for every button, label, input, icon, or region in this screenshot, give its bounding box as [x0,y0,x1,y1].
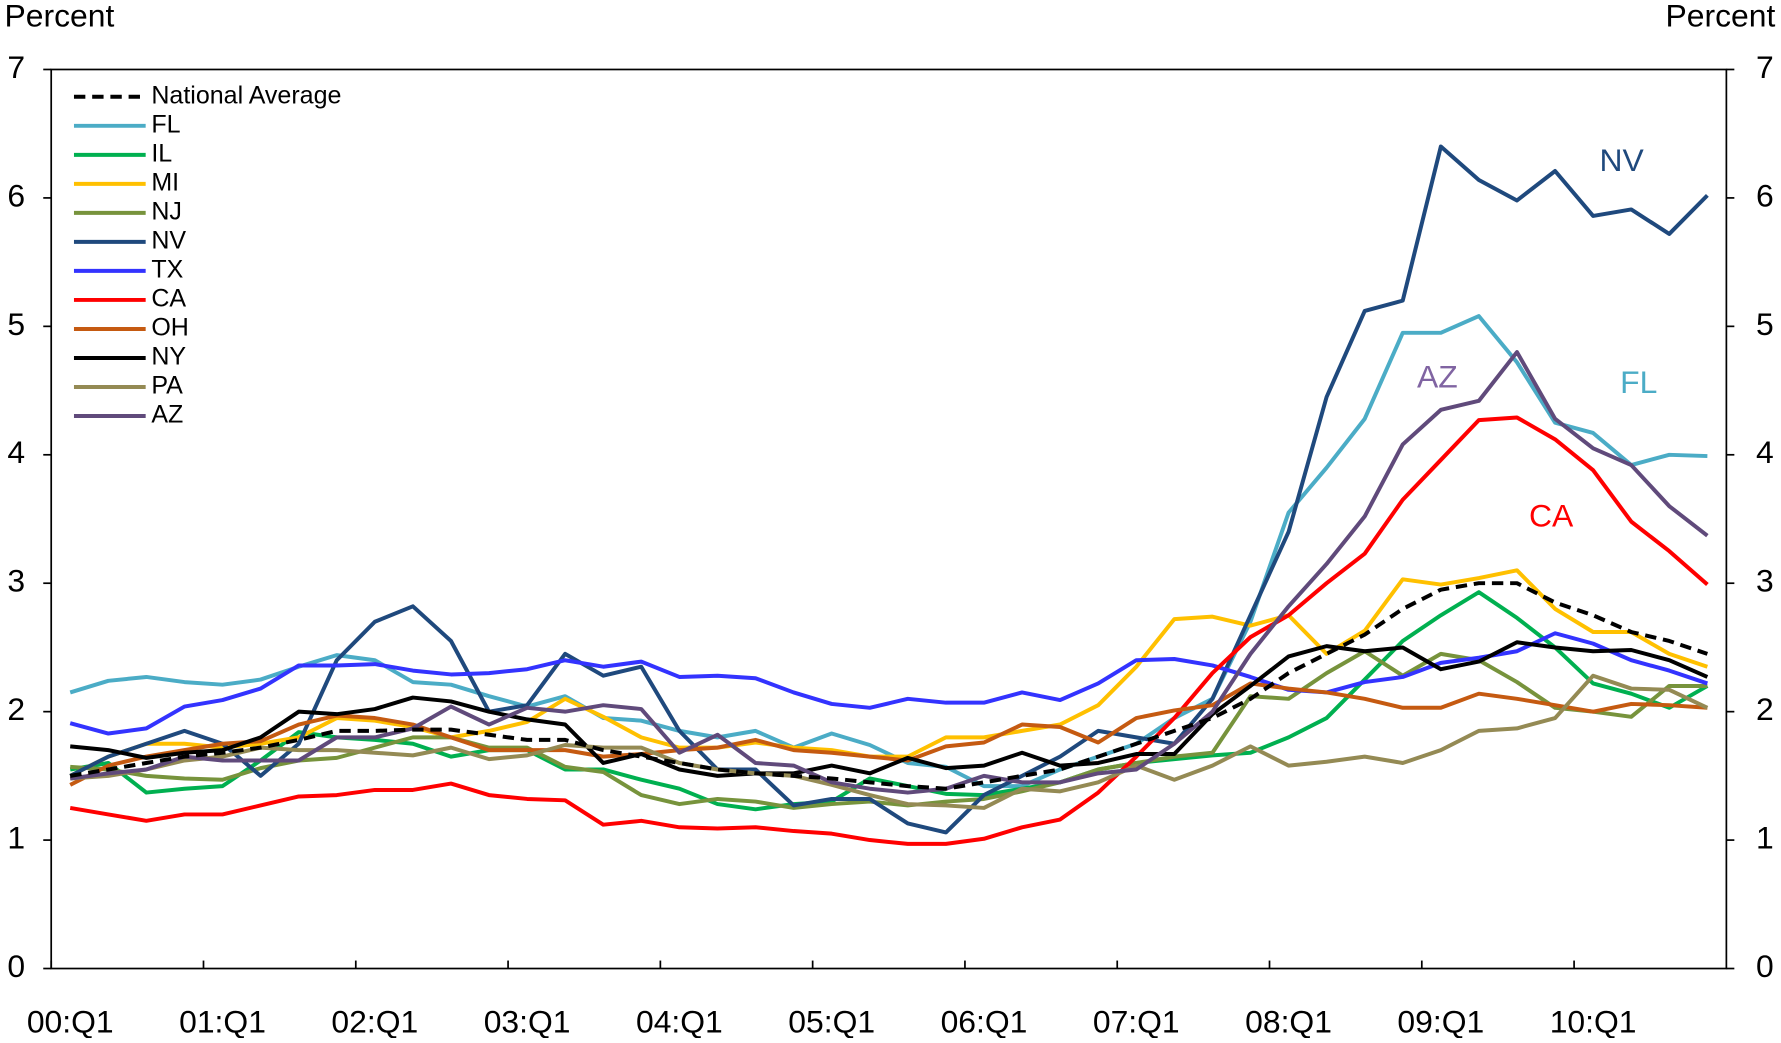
x-tick-label: 10:Q1 [1550,1004,1637,1038]
x-tick-label: 06:Q1 [941,1004,1028,1038]
series-line [69,581,1709,791]
x-tick-label: 01:Q1 [179,1004,266,1038]
series-line [69,415,1709,846]
series-line [69,681,1708,787]
y2-tick-label: 0 [1756,948,1774,984]
annotation: FL [1620,364,1657,400]
annotation: CA [1529,497,1574,533]
legend-label: NY [151,343,186,371]
legend-label: OH [151,314,189,342]
x-tick-label: 08:Q1 [1245,1004,1332,1038]
annotation: NV [1600,142,1645,178]
y-tick-label: 0 [7,948,25,984]
x-tick-label: 00:Q1 [27,1004,114,1038]
y-tick-label: 3 [7,563,25,599]
legend-label: PA [151,372,183,400]
y-tick-label: 6 [7,177,25,213]
y-tick-label: 2 [7,691,25,727]
annotation: AZ [1417,358,1458,394]
y2-tick-label: 1 [1756,820,1774,856]
y2-tick-label: 6 [1756,177,1774,213]
y2-axis-label: Percent [1666,0,1776,34]
legend-label: FL [151,110,180,138]
y2-tick-label: 4 [1756,434,1774,470]
legend-label: NJ [151,197,182,225]
series-line [70,673,1709,810]
plot-frame [50,68,1728,970]
y-tick-label: 4 [7,434,25,470]
x-tick-label: 05:Q1 [788,1004,875,1038]
y-axis-label: Percent [5,0,115,34]
y-tick-label: 5 [7,306,25,342]
legend-label: NV [151,227,186,255]
y-tick-label: 1 [7,820,25,856]
y2-tick-label: 3 [1756,563,1774,599]
legend-label: AZ [151,401,183,429]
y2-tick-label: 2 [1756,691,1774,727]
x-tick-label: 07:Q1 [1093,1004,1180,1038]
series-line [69,314,1708,789]
series-line [69,350,1709,795]
legend-label: IL [151,139,172,167]
legend-label: CA [151,285,186,313]
legend-label: TX [151,256,183,284]
x-tick-label: 04:Q1 [636,1004,723,1038]
y-tick-label: 7 [7,49,25,85]
x-tick-label: 03:Q1 [484,1004,571,1038]
series-line [70,640,1709,778]
x-tick-label: 02:Q1 [331,1004,418,1038]
series-line [70,649,1708,810]
y2-tick-label: 5 [1756,306,1774,342]
legend-label: MI [151,168,179,196]
y2-tick-label: 7 [1756,49,1774,85]
x-tick-label: 09:Q1 [1397,1004,1484,1038]
legend-label: National Average [151,81,341,109]
series-line [69,144,1709,835]
